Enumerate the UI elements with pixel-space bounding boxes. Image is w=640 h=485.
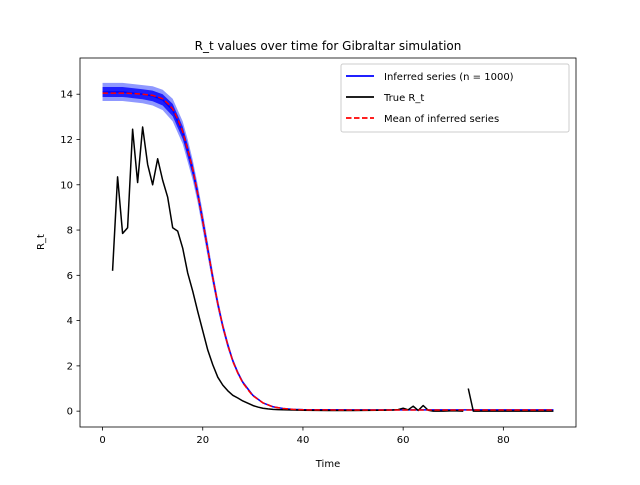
legend-box	[340, 63, 570, 133]
y-tick-label: 4	[67, 316, 73, 327]
x-tick-label: 20	[196, 435, 209, 446]
chart-title: R_t values over time for Gibraltar simul…	[195, 39, 462, 53]
plot-frame	[79, 57, 577, 428]
y-ticks: 0 2 4 6 8 10 12 14	[60, 90, 80, 418]
y-tick-label: 12	[60, 135, 73, 146]
mean-inferred-line	[102, 92, 554, 411]
x-axis-label: Time	[315, 459, 340, 470]
legend-label-mean: Mean of inferred series	[384, 114, 499, 125]
true-rt-line-segment-1	[467, 388, 554, 412]
y-axis-label: R_t	[36, 234, 47, 250]
x-ticks: 0 20 40 60 80	[99, 427, 510, 446]
y-tick-label: 6	[67, 271, 73, 282]
y-tick-label: 8	[67, 226, 73, 237]
true-rt-line-segment-0	[111, 126, 464, 412]
x-tick-label: 60	[397, 435, 410, 446]
legend-label-inferred: Inferred series (n = 1000)	[384, 72, 514, 83]
legend: Inferred series (n = 1000) True R_t Mean…	[340, 63, 570, 133]
y-tick-label: 0	[67, 407, 73, 418]
x-tick-label: 40	[297, 435, 310, 446]
y-tick-label: 2	[67, 361, 73, 372]
x-tick-label: 80	[497, 435, 510, 446]
series-layer	[102, 92, 554, 412]
x-tick-label: 0	[99, 435, 105, 446]
y-tick-label: 14	[60, 90, 73, 101]
legend-label-true: True R_t	[383, 93, 424, 104]
y-tick-label: 10	[60, 180, 73, 191]
